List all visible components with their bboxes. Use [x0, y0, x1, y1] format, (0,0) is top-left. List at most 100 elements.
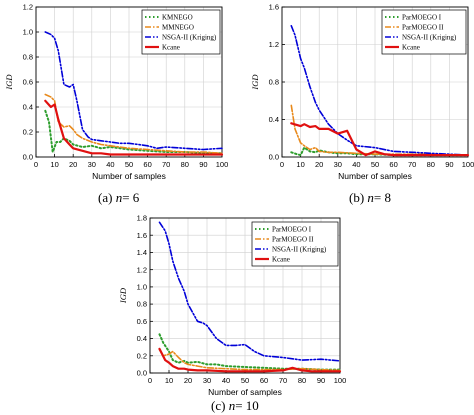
caption-a-var: n	[115, 190, 123, 205]
x-tick-label: 70	[279, 376, 287, 385]
caption-c: (c) n= 10	[211, 398, 259, 414]
x-tick-label: 10	[296, 160, 304, 169]
legend-label: ParMOEGO II	[272, 236, 314, 244]
chart-1: 0 10 20 30 40 50 60 70 80 90 100 0.0 0.4 0.8 1.2 1.6 Num…	[250, 3, 474, 181]
x-tick-label: 100	[216, 160, 229, 169]
y-tick-label: 0.8	[137, 300, 147, 309]
x-tick-label: 60	[143, 160, 151, 169]
series-line-2	[290, 24, 469, 156]
caption-a-prefix: (a)	[98, 190, 116, 205]
x-tick-label: 50	[241, 376, 249, 385]
series-line-2	[44, 31, 223, 151]
legend: KMNEGO MMNEGO NSGA-II (Kriging) Kcane	[141, 9, 221, 55]
y-tick-label: 1.2	[269, 40, 279, 49]
x-tick-label: 10	[50, 160, 58, 169]
x-tick-label: 0	[280, 160, 284, 169]
caption-c-prefix: (c)	[211, 398, 229, 413]
y-tick-label: 1.0	[23, 28, 33, 37]
chart-0: 0 10 20 30 40 50 60 70 80 90 100 0.0 0.2 0.4 0.6 0.8 1.0…	[4, 3, 228, 181]
x-tick-label: 0	[34, 160, 38, 169]
y-tick-label: 1.8	[137, 214, 147, 223]
y-tick-label: 1.4	[137, 248, 147, 257]
x-tick-label: 90	[445, 160, 453, 169]
y-axis-label: IGD	[4, 74, 14, 91]
y-tick-label: 0.8	[269, 78, 279, 87]
caption-b-prefix: (b)	[349, 190, 368, 205]
x-tick-label: 90	[317, 376, 325, 385]
y-tick-label: 1.6	[137, 231, 147, 240]
legend-label: Kcane	[402, 44, 420, 52]
legend-label: NSGA-II (Kriging)	[162, 34, 217, 42]
y-tick-label: 1.6	[269, 3, 279, 12]
x-axis-label: Number of samples	[92, 171, 166, 181]
legend-label: ParMOEGO I	[402, 14, 442, 22]
x-tick-label: 70	[162, 160, 170, 169]
y-tick-label: 0.0	[137, 369, 147, 378]
caption-c-var: n	[228, 398, 236, 413]
legend: ParMOEGO I ParMOEGO II NSGA-II (Kriging) Kc…	[251, 221, 339, 267]
x-tick-label: 40	[352, 160, 360, 169]
y-tick-label: 0.2	[23, 128, 33, 137]
y-tick-label: 0.0	[23, 153, 33, 162]
series-line-2	[158, 221, 341, 362]
series-line-0	[44, 109, 223, 155]
caption-b-suffix: = 8	[373, 190, 392, 205]
x-tick-label: 20	[315, 160, 323, 169]
x-tick-label: 40	[222, 376, 230, 385]
legend-label: MMNEGO	[162, 24, 194, 32]
caption-a: (a) n= 6	[98, 190, 139, 206]
series-line-3	[290, 122, 470, 157]
caption-c-suffix: = 10	[235, 398, 259, 413]
y-tick-label: 0.2	[137, 351, 147, 360]
y-tick-label: 1.0	[137, 282, 147, 291]
x-tick-label: 10	[165, 376, 173, 385]
legend-label: NSGA-II (Kriging)	[272, 246, 327, 254]
y-tick-label: 0.8	[23, 53, 33, 62]
caption-b: (b) n= 8	[349, 190, 391, 206]
legend-label: NSGA-II (Kriging)	[402, 34, 457, 42]
x-tick-label: 50	[125, 160, 133, 169]
legend-label: ParMOEGO II	[402, 24, 444, 32]
x-tick-label: 80	[181, 160, 189, 169]
legend: ParMOEGO I ParMOEGO II NSGA-II (Kriging) Kc…	[381, 9, 467, 55]
x-tick-label: 70	[408, 160, 416, 169]
series-line-1	[290, 104, 469, 156]
y-tick-label: 1.2	[23, 3, 33, 12]
x-tick-label: 60	[260, 376, 268, 385]
x-tick-label: 60	[389, 160, 397, 169]
chart-2: 0 10 20 30 40 50 60 70 80 90 100 0.0 0.2 0.4 0.6 0.8 1.0…	[118, 214, 346, 397]
y-tick-label: 1.2	[137, 265, 147, 274]
y-tick-label: 0.4	[269, 115, 279, 124]
y-tick-label: 0.6	[23, 78, 33, 87]
x-tick-label: 0	[148, 376, 152, 385]
x-axis-label: Number of samples	[338, 171, 412, 181]
legend-label: Kcane	[162, 44, 180, 52]
caption-a-suffix: = 6	[122, 190, 140, 205]
y-tick-label: 0.4	[23, 103, 33, 112]
x-tick-label: 100	[334, 376, 347, 385]
x-tick-label: 80	[427, 160, 435, 169]
legend-label: KMNEGO	[162, 14, 193, 22]
series-line-3	[44, 99, 224, 156]
x-tick-label: 80	[298, 376, 306, 385]
x-tick-label: 90	[199, 160, 207, 169]
series-line-3	[158, 347, 342, 373]
y-tick-label: 0.4	[137, 334, 147, 343]
x-tick-label: 30	[334, 160, 342, 169]
caption-b-var: n	[367, 190, 374, 205]
x-tick-label: 30	[88, 160, 96, 169]
x-tick-label: 30	[203, 376, 211, 385]
y-axis-label: IGD	[118, 287, 128, 304]
legend-label: ParMOEGO I	[272, 226, 312, 234]
x-axis-label: Number of samples	[208, 387, 282, 397]
x-tick-label: 100	[462, 160, 474, 169]
x-tick-label: 50	[371, 160, 379, 169]
y-tick-label: 0.0	[269, 153, 279, 162]
y-tick-label: 0.6	[137, 317, 147, 326]
series-line-1	[158, 348, 341, 372]
legend-label: Kcane	[272, 256, 290, 264]
x-tick-label: 20	[184, 376, 192, 385]
x-tick-label: 20	[69, 160, 77, 169]
y-axis-label: IGD	[250, 74, 260, 91]
